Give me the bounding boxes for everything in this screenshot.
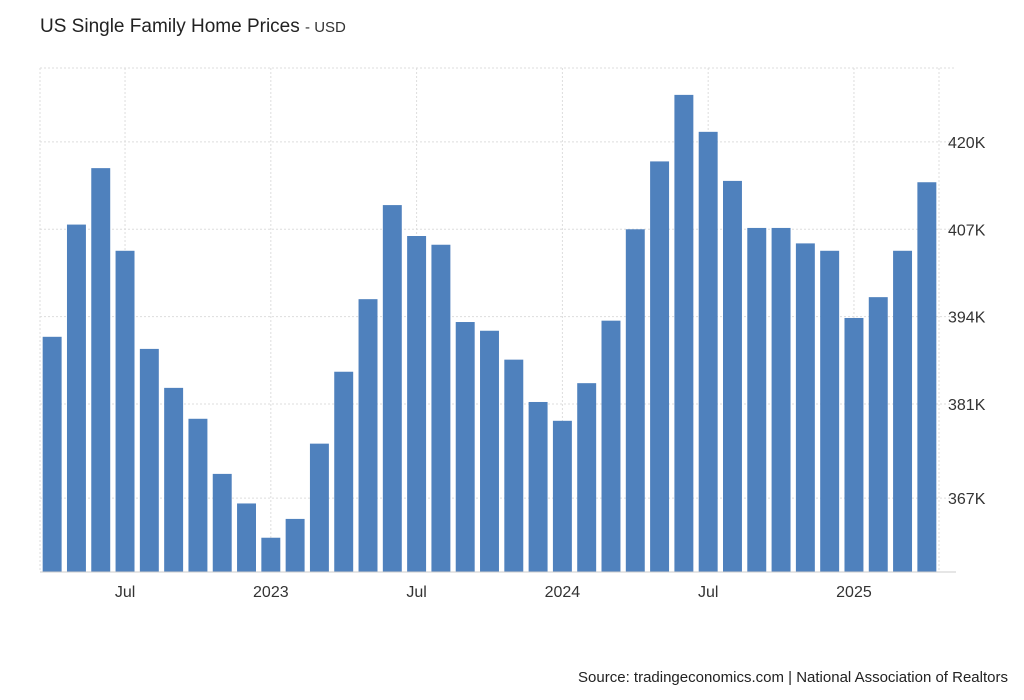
bar-2024-02[interactable] (577, 383, 597, 572)
bar-2023-04[interactable] (334, 371, 354, 572)
y-tick-label: 394K (948, 310, 986, 327)
bar-2024-06[interactable] (674, 94, 694, 572)
bar-2023-09[interactable] (455, 322, 475, 572)
bar-2022-05[interactable] (66, 224, 86, 572)
x-tick-label: 2025 (836, 584, 872, 601)
bar-2025-04[interactable] (917, 182, 937, 573)
axes: 367K 381K 394K 407K 420K Jul 2023 Jul 2024 Jul 202… (40, 135, 986, 601)
bar-2023-01[interactable] (261, 537, 281, 572)
y-tick-label: 420K (948, 135, 986, 152)
bar-2023-03[interactable] (309, 443, 329, 572)
bar-2024-12[interactable] (820, 250, 840, 572)
bar-2024-09[interactable] (747, 227, 767, 572)
bar-chart: 367K 381K 394K 407K 420K Jul 2023 Jul 2024 Jul 202… (39, 67, 986, 601)
bar-2024-03[interactable] (601, 320, 621, 572)
bar-2024-01[interactable] (552, 420, 572, 572)
x-tick-label: Jul (698, 584, 718, 601)
y-tick-label: 407K (948, 222, 986, 239)
x-tick-label: 2023 (253, 584, 289, 601)
bar-2025-03[interactable] (893, 250, 913, 572)
y-tick-label: 381K (948, 397, 986, 414)
x-tick-label: Jul (406, 584, 426, 601)
bar-2025-02[interactable] (868, 297, 888, 572)
bar-2024-04[interactable] (625, 229, 645, 572)
bar-2022-10[interactable] (188, 418, 208, 572)
bar-2023-06[interactable] (382, 205, 402, 572)
bar-2022-11[interactable] (212, 473, 232, 572)
bar-2024-11[interactable] (795, 243, 815, 572)
bar-2023-07[interactable] (407, 236, 427, 572)
bar-2023-11[interactable] (504, 359, 524, 572)
bars (42, 94, 937, 573)
bar-2023-05[interactable] (358, 299, 378, 572)
bar-2022-08[interactable] (139, 348, 159, 572)
bar-2022-04[interactable] (42, 336, 62, 572)
chart-unit: - USD (305, 19, 346, 36)
bar-2022-06[interactable] (91, 168, 111, 572)
x-tick-label: Jul (115, 584, 135, 601)
bar-2024-10[interactable] (771, 227, 791, 572)
bar-2023-12[interactable] (528, 401, 548, 572)
bar-2022-09[interactable] (164, 387, 184, 572)
bar-2024-05[interactable] (650, 161, 670, 572)
bar-2024-07[interactable] (698, 131, 718, 572)
chart-title-text: US Single Family Home Prices (40, 16, 300, 37)
chart-title: US Single Family Home Prices - USD (40, 16, 346, 38)
x-tick-label: 2024 (545, 584, 581, 601)
bar-2025-01[interactable] (844, 317, 864, 572)
bar-2023-08[interactable] (431, 244, 451, 573)
y-tick-label: 367K (948, 491, 986, 508)
bar-2022-07[interactable] (115, 250, 135, 572)
bar-2022-12[interactable] (237, 503, 256, 572)
bar-2023-02[interactable] (285, 518, 305, 572)
bar-2023-10[interactable] (480, 330, 499, 572)
bar-2024-08[interactable] (723, 180, 742, 572)
source-credit: Source: tradingeconomics.com | National … (578, 669, 1008, 686)
